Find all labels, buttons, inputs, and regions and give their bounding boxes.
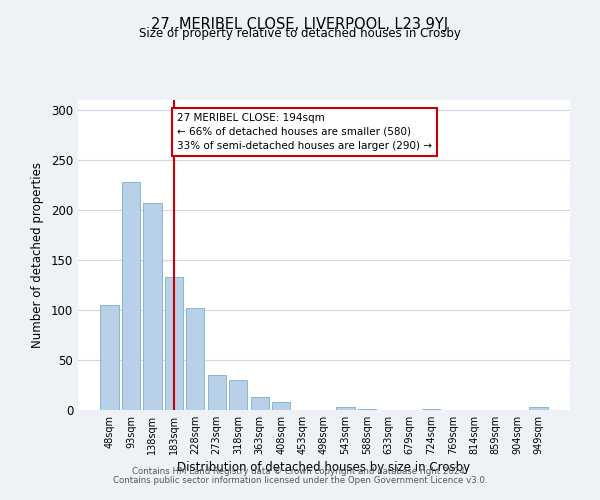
Bar [100,305,119,410]
Bar [529,407,548,410]
Bar [251,397,269,410]
Bar [229,380,247,410]
Text: 27 MERIBEL CLOSE: 194sqm
← 66% of detached houses are smaller (580)
33% of semi-: 27 MERIBEL CLOSE: 194sqm ← 66% of detach… [177,113,432,151]
Bar [422,409,440,410]
Bar [143,203,161,410]
Y-axis label: Number of detached properties: Number of detached properties [31,162,44,348]
Bar [186,308,205,410]
Bar [358,409,376,410]
Text: Contains HM Land Registry data © Crown copyright and database right 2024.: Contains HM Land Registry data © Crown c… [132,467,468,476]
Bar [337,407,355,410]
X-axis label: Distribution of detached houses by size in Crosby: Distribution of detached houses by size … [178,461,470,474]
Bar [122,182,140,410]
Bar [208,375,226,410]
Text: 27, MERIBEL CLOSE, LIVERPOOL, L23 9YJ: 27, MERIBEL CLOSE, LIVERPOOL, L23 9YJ [151,18,449,32]
Text: Size of property relative to detached houses in Crosby: Size of property relative to detached ho… [139,28,461,40]
Bar [165,277,183,410]
Bar [272,402,290,410]
Text: Contains public sector information licensed under the Open Government Licence v3: Contains public sector information licen… [113,476,487,485]
